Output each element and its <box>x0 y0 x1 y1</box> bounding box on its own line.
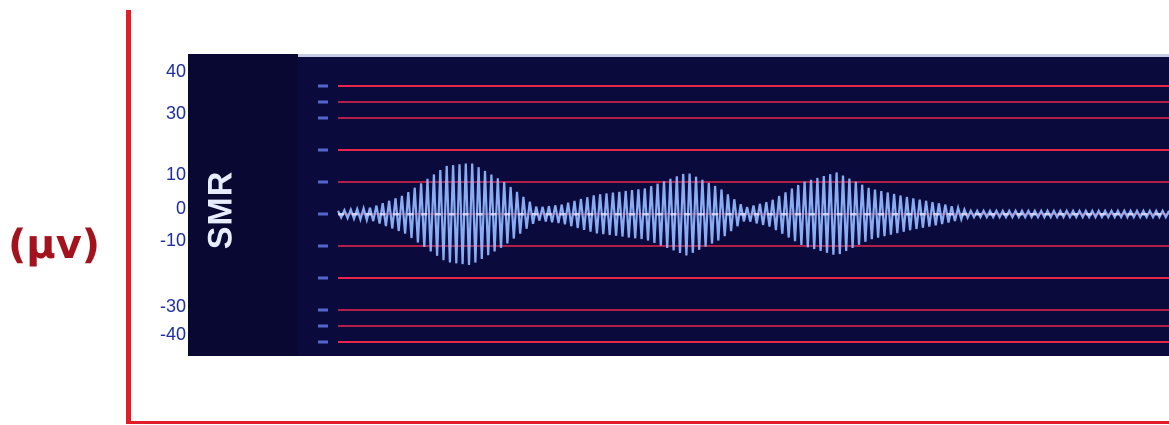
signal-dot <box>1127 213 1134 216</box>
signal-dot <box>753 213 760 216</box>
signal-dot <box>919 213 926 216</box>
signal-dot <box>684 213 691 216</box>
y-marker-tick <box>318 276 328 280</box>
signal-dot <box>947 213 954 216</box>
signal-dot <box>1030 213 1037 216</box>
signal-dot <box>656 213 663 216</box>
y-marker-tick <box>318 244 328 248</box>
y-tick-label: 40 <box>165 61 186 81</box>
signal-dot <box>559 213 566 216</box>
signal-dot <box>545 213 552 216</box>
x-axis-line <box>126 421 1169 424</box>
signal-dot <box>1155 213 1162 216</box>
channel-label-text: SMR <box>201 170 240 250</box>
signal-dot <box>462 213 469 216</box>
signal-dot <box>407 213 414 216</box>
signal-dot <box>822 213 829 216</box>
signal-dot <box>1058 213 1065 216</box>
signal-dot <box>1016 213 1023 216</box>
signal-dot <box>601 213 608 216</box>
y-tick-label: 10 <box>165 164 186 184</box>
y-axis-line <box>126 10 131 424</box>
y-marker-tick <box>318 212 328 216</box>
signal-dot <box>476 213 483 216</box>
y-marker-tick <box>318 100 328 104</box>
signal-dot <box>1072 213 1079 216</box>
signal-dot <box>1099 213 1106 216</box>
signal-dot <box>933 213 940 216</box>
label-column <box>188 54 298 356</box>
y-marker-tick <box>318 148 328 152</box>
signal-dot <box>878 213 885 216</box>
y-marker-tick <box>318 308 328 312</box>
signal-dot <box>365 213 372 216</box>
signal-dot <box>379 213 386 216</box>
signal-dot <box>850 213 857 216</box>
y-tick-label: -10 <box>159 230 186 250</box>
signal-dot <box>1085 213 1092 216</box>
y-tick-label: 30 <box>165 103 186 123</box>
y-marker-tick <box>318 324 328 328</box>
signal-dot <box>490 213 497 216</box>
signal-dot <box>988 213 995 216</box>
signal-dot <box>518 213 525 216</box>
y-tick-label: -40 <box>159 324 186 344</box>
signal-dot <box>892 213 898 216</box>
signal-dot <box>504 213 511 216</box>
signal-chart <box>188 54 1169 356</box>
signal-dot <box>975 213 982 216</box>
signal-dot <box>1044 213 1051 216</box>
y-tick-label: -30 <box>159 296 186 316</box>
signal-dot <box>421 213 428 216</box>
y-marker-tick <box>318 84 328 88</box>
signal-dot <box>670 213 677 216</box>
signal-dot <box>767 213 774 216</box>
y-tick-label: 0 <box>175 198 186 218</box>
signal-dot <box>864 213 871 216</box>
signal-dot <box>615 213 621 216</box>
signal-dot <box>739 213 746 216</box>
signal-dot <box>905 213 912 216</box>
signal-dot <box>338 213 344 216</box>
y-axis-unit-label: (μv) <box>8 222 101 268</box>
signal-dot <box>781 213 788 216</box>
channel-label: SMR <box>196 145 246 275</box>
signal-dot <box>531 213 538 216</box>
signal-dot <box>573 213 580 216</box>
signal-dot <box>795 213 802 216</box>
signal-dot <box>642 213 649 216</box>
signal-dot <box>448 213 455 216</box>
signal-display-panel <box>188 54 1169 356</box>
signal-dot <box>698 213 705 216</box>
signal-dot <box>725 213 732 216</box>
signal-dot <box>961 213 968 216</box>
signal-dot <box>434 213 441 216</box>
signal-dot <box>711 213 718 216</box>
signal-dot <box>1002 213 1009 216</box>
signal-dot <box>587 213 594 216</box>
signal-dot <box>808 213 815 216</box>
panel-top-edge <box>188 54 1169 57</box>
y-marker-tick <box>318 180 328 184</box>
signal-dot <box>351 213 358 216</box>
signal-dot <box>393 213 400 216</box>
y-marker-tick <box>318 340 328 344</box>
signal-dot <box>1141 213 1148 216</box>
signal-dot <box>1113 213 1120 216</box>
signal-dot <box>836 213 843 216</box>
signal-dot <box>628 213 635 216</box>
y-marker-tick <box>318 116 328 120</box>
